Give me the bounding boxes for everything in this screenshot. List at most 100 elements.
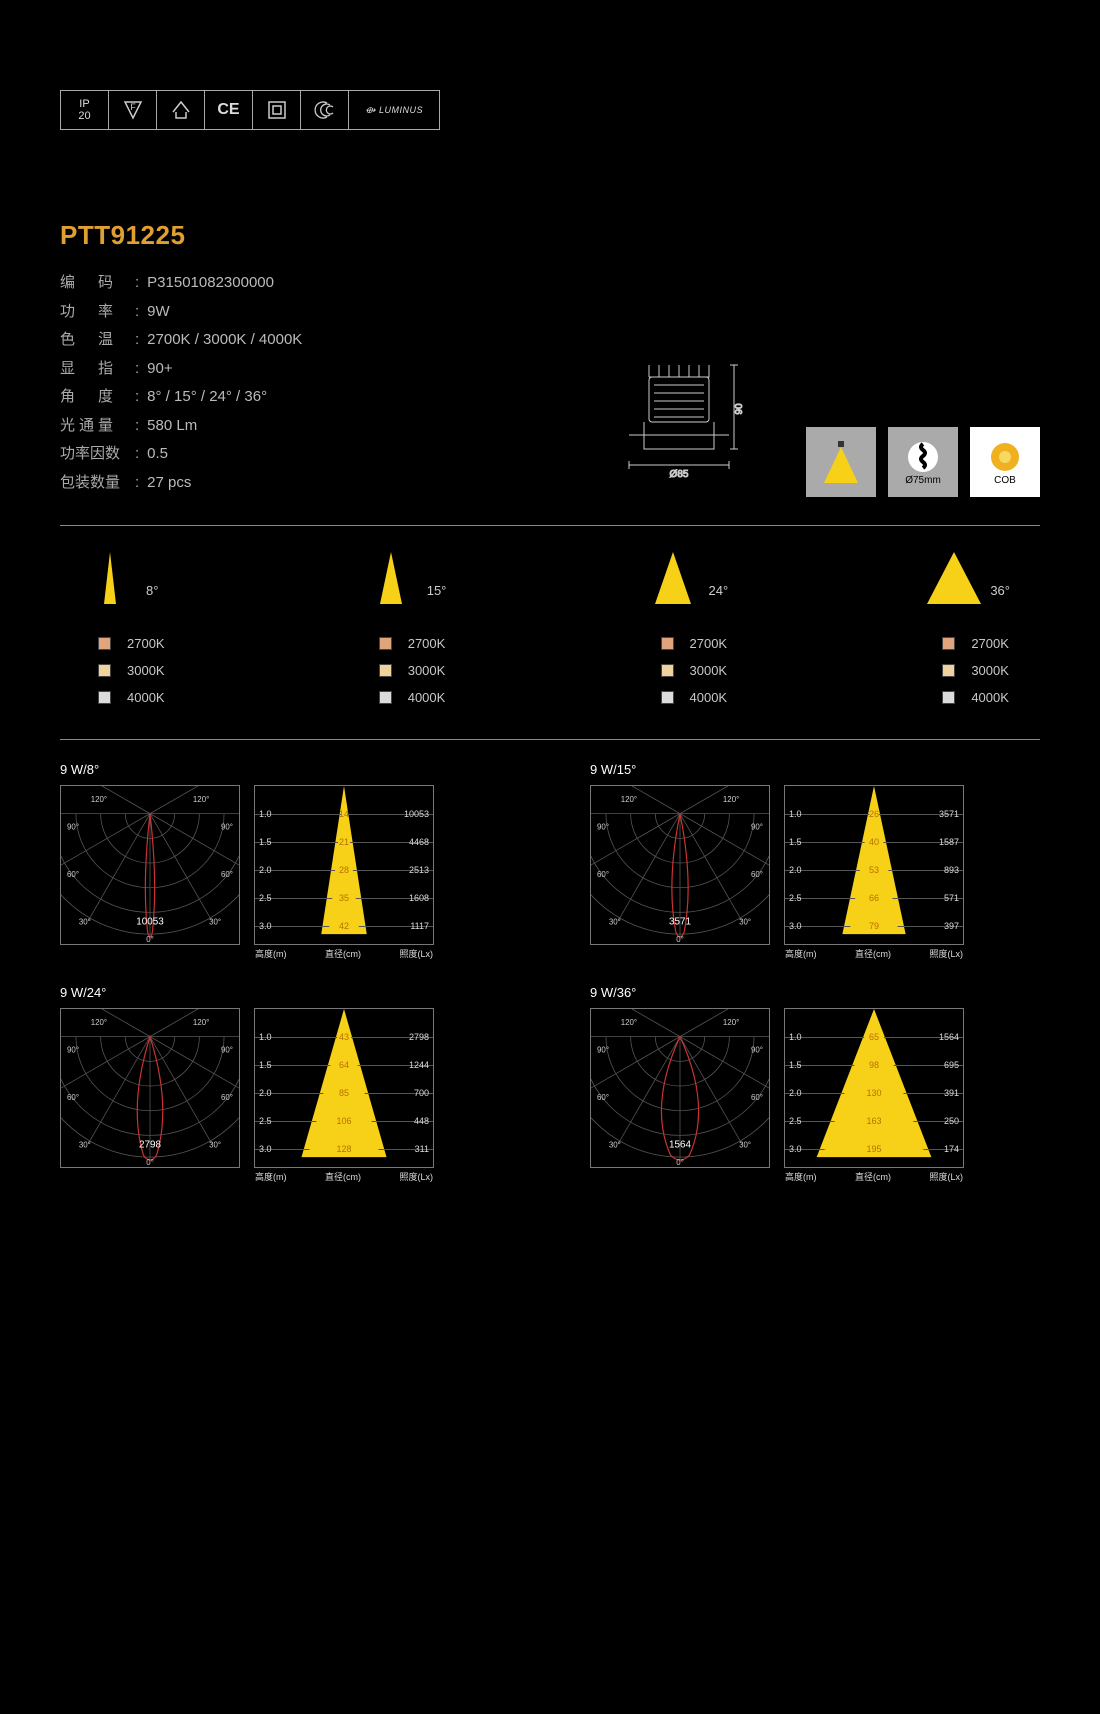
cone-height: 2.5	[789, 893, 802, 903]
svg-text:120°: 120°	[723, 1018, 739, 1027]
cone-diam: 163	[866, 1116, 881, 1126]
cct-label: 3000K	[408, 663, 446, 678]
svg-text:30°: 30°	[739, 1140, 751, 1149]
cone-panel: 1.0 65 1564 1.5 98 695 2.0 130 391 2.5 1…	[784, 1008, 964, 1168]
spec-cct-label: 色 温	[60, 326, 135, 355]
cone-col-d: 直径(cm)	[325, 1170, 361, 1183]
top-right: 90 Ø85 Ø75mm COB	[584, 357, 1040, 497]
cone-diam: 98	[869, 1060, 879, 1070]
svg-text:30°: 30°	[609, 1140, 621, 1149]
angle-label: 8°	[146, 583, 158, 608]
cct-label: 4000K	[408, 690, 446, 705]
cone-lx: 311	[415, 1144, 429, 1154]
cone-col-d: 直径(cm)	[855, 947, 891, 960]
svg-text:90°: 90°	[597, 1045, 609, 1054]
svg-text:120°: 120°	[723, 795, 739, 804]
spec-cri-label: 显 指	[60, 355, 135, 384]
cct-swatch	[98, 637, 111, 650]
cob-label: COB	[994, 475, 1016, 486]
cert-ccc	[301, 91, 349, 129]
svg-text:30°: 30°	[209, 1140, 221, 1149]
cone-diam: 28	[339, 865, 349, 875]
svg-text:120°: 120°	[91, 795, 107, 804]
cone-diam: 64	[339, 1060, 349, 1070]
svg-text:30°: 30°	[609, 917, 621, 926]
cct-swatch	[942, 691, 955, 704]
angle-col: 15° 2700K 3000K 4000K	[361, 548, 447, 711]
cct-label: 2700K	[408, 636, 446, 651]
cone-diam: 66	[869, 893, 879, 903]
dist-block: 9 W/8° 10053 120°120° 90°90° 60°60° 30°3…	[60, 762, 510, 945]
spec-power-label: 功 率	[60, 298, 135, 327]
cone-col-lx: 照度(Lx)	[400, 1170, 434, 1183]
cone-lx: 3571	[939, 809, 959, 819]
spec-power: 9W	[147, 298, 170, 327]
cct-label: 3000K	[971, 663, 1009, 678]
cone-footer: 高度(m) 直径(cm) 照度(Lx)	[255, 1170, 433, 1183]
svg-text:60°: 60°	[221, 870, 233, 879]
cone-height: 1.5	[259, 1060, 272, 1070]
cone-lx: 250	[944, 1116, 959, 1126]
cct-swatch	[661, 664, 674, 677]
angle-head: 8°	[80, 548, 158, 608]
spec-angle-label: 角 度	[60, 383, 135, 412]
spec-pack-label: 包装数量	[60, 469, 135, 498]
svg-text:30°: 30°	[79, 1140, 91, 1149]
cone-col-lx: 照度(Lx)	[930, 947, 964, 960]
svg-text:90°: 90°	[67, 822, 79, 831]
cone-lx: 695	[944, 1060, 959, 1070]
polar-chart: 3571 120°120° 90°90° 60°60° 30°30° 0°	[590, 785, 770, 945]
spec-angle: 8° / 15° / 24° / 36°	[147, 383, 267, 412]
angle-col: 24° 2700K3000K4000K	[643, 548, 729, 711]
cone-lx: 174	[944, 1144, 959, 1154]
svg-text:120°: 120°	[621, 795, 637, 804]
cone-height: 2.5	[259, 893, 272, 903]
cct-row: 3000K	[924, 663, 1009, 678]
svg-text:10053: 10053	[136, 916, 164, 927]
polar-chart: 2798 120°120° 90°90° 60°60° 30°30° 0°	[60, 1008, 240, 1168]
cct-swatch	[98, 691, 111, 704]
cone-lx: 571	[944, 893, 959, 903]
angle-head: 36°	[924, 548, 1010, 608]
cone-height: 1.5	[789, 1060, 802, 1070]
spec-pack: 27 pcs	[147, 469, 191, 498]
cone-lx: 1608	[409, 893, 429, 903]
cone-height: 1.0	[259, 1032, 272, 1042]
svg-text:60°: 60°	[751, 870, 763, 879]
cone-height: 1.5	[259, 837, 272, 847]
cone-height: 2.0	[789, 865, 802, 875]
cone-diam: 14	[339, 809, 349, 819]
cone-footer: 高度(m) 直径(cm) 照度(Lx)	[785, 947, 963, 960]
cone-height: 2.0	[259, 865, 272, 875]
cone-lx: 893	[944, 865, 959, 875]
svg-text:120°: 120°	[193, 1018, 209, 1027]
cct-swatch	[942, 664, 955, 677]
cone-diam: 21	[339, 837, 349, 847]
polar-chart: 10053 120°120° 90°90° 60°60° 30°30° 0°	[60, 785, 240, 945]
dist-title: 9 W/8°	[60, 762, 510, 777]
angle-label: 15°	[427, 583, 447, 608]
cct-row: 3000K	[361, 663, 446, 678]
cct-row: 4000K	[361, 690, 446, 705]
cct-label: 4000K	[971, 690, 1009, 705]
cone-lx: 1564	[939, 1032, 959, 1042]
dist-title: 9 W/36°	[590, 985, 1040, 1000]
cct-label: 4000K	[690, 690, 728, 705]
cone-col-lx: 照度(Lx)	[400, 947, 434, 960]
dist-grid: 9 W/8° 10053 120°120° 90°90° 60°60° 30°3…	[60, 762, 1040, 1168]
svg-text:0°: 0°	[676, 1158, 684, 1167]
svg-text:F: F	[130, 102, 136, 112]
cert-ip: IP 20	[61, 91, 109, 129]
spec-pf-label: 功率因数	[60, 440, 135, 469]
cone-diam: 106	[336, 1116, 351, 1126]
cct-label: 2700K	[971, 636, 1009, 651]
cone-diam: 85	[339, 1088, 349, 1098]
cone-diam: 53	[869, 865, 879, 875]
cct-swatch	[942, 637, 955, 650]
beam-triangle-icon	[643, 548, 703, 608]
cone-height: 3.0	[259, 1144, 272, 1154]
top-section: 编 码:P31501082300000 功 率:9W 色 温:2700K / 3…	[60, 251, 1040, 497]
beam-triangle-icon	[361, 548, 421, 608]
spec-lumen: 580 Lm	[147, 412, 197, 441]
dist-block: 9 W/24° 2798 120°120° 90°90° 60°60° 30°3…	[60, 985, 510, 1168]
